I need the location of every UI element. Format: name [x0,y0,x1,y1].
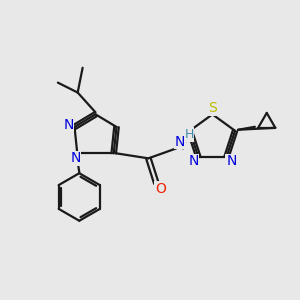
Text: N: N [175,134,185,148]
Text: O: O [155,182,166,196]
Text: N: N [70,151,80,165]
Text: N: N [226,154,236,168]
Text: N: N [63,118,74,132]
Text: S: S [208,101,217,116]
Text: H: H [184,128,194,141]
Text: N: N [188,154,199,168]
